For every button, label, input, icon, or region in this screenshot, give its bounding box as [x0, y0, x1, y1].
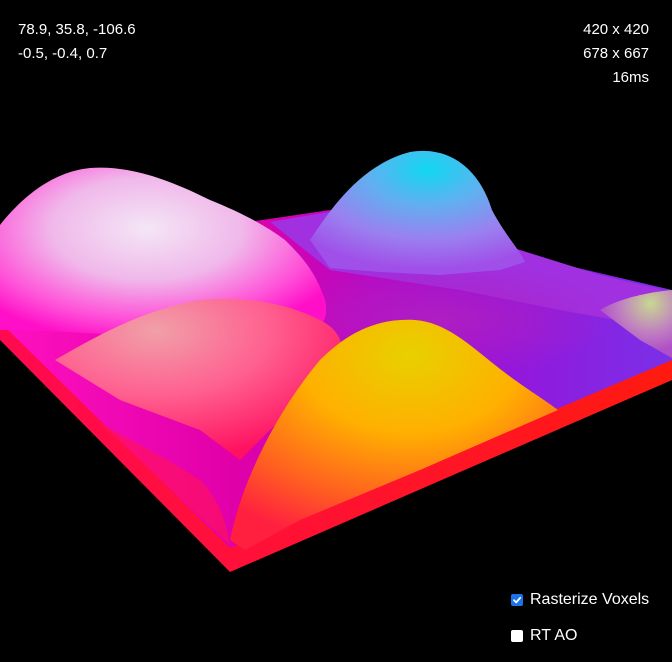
frame-time-readout: 16ms	[612, 69, 649, 86]
rt-ao-checkbox[interactable]	[511, 630, 523, 642]
camera-position-readout: 78.9, 35.8, -106.6	[18, 21, 136, 38]
rt-ao-option[interactable]: RT AO	[511, 625, 649, 647]
terrain-salmon-hill	[55, 298, 342, 460]
hud-camera-info: 78.9, 35.8, -106.6 -0.5, -0.4, 0.7	[18, 18, 136, 66]
rasterize-voxels-checkbox[interactable]	[511, 594, 523, 606]
terrain-right-hill	[600, 290, 672, 358]
terrain-pink-hill	[0, 167, 327, 343]
checkmark-icon	[513, 596, 522, 604]
rasterize-voxels-label: Rasterize Voxels	[530, 591, 650, 608]
rasterize-voxels-option[interactable]: Rasterize Voxels	[511, 589, 649, 611]
canvas-size-readout: 678 x 667	[583, 45, 649, 62]
render-options: Rasterize Voxels RT AO	[511, 589, 649, 661]
terrain-front-edge	[0, 322, 672, 572]
rt-ao-label: RT AO	[530, 627, 578, 644]
terrain-cyan-hill	[310, 150, 525, 275]
volume-size-readout: 420 x 420	[583, 21, 649, 38]
terrain-yellow-hill	[230, 319, 558, 550]
hud-stats: 420 x 420 678 x 667 16ms	[583, 18, 649, 90]
camera-direction-readout: -0.5, -0.4, 0.7	[18, 45, 108, 62]
